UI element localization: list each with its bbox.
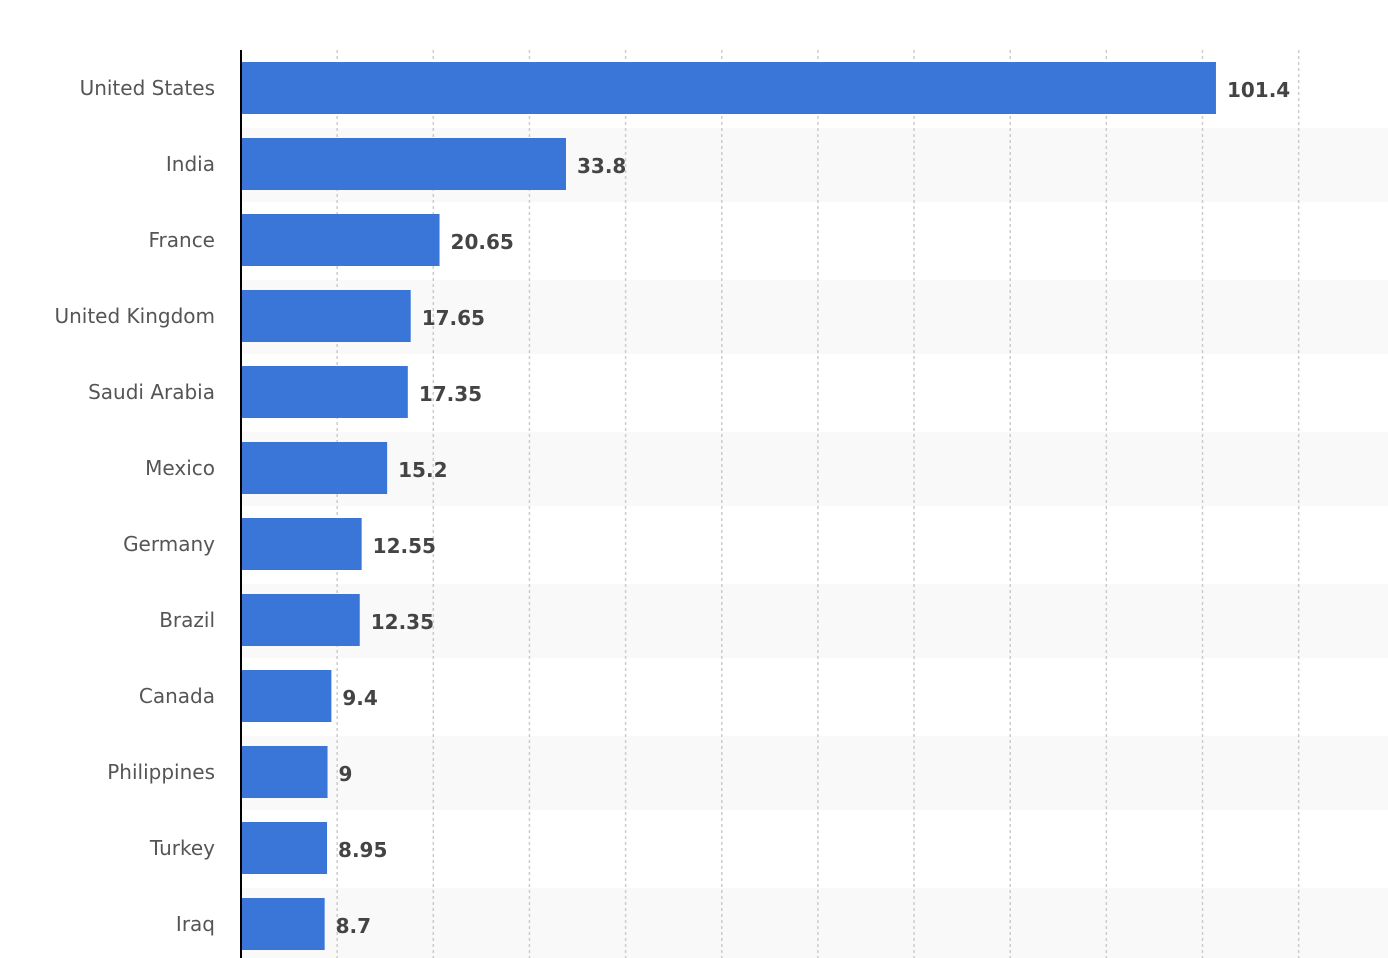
category-label: France bbox=[148, 228, 215, 252]
data-label: 33.8 bbox=[577, 154, 626, 178]
data-label: 12.35 bbox=[371, 610, 434, 634]
category-label: Mexico bbox=[145, 456, 215, 480]
row-band bbox=[241, 280, 1388, 354]
category-label: India bbox=[166, 152, 215, 176]
bar-france bbox=[241, 214, 440, 266]
data-label: 12.55 bbox=[373, 534, 436, 558]
category-label: Germany bbox=[123, 532, 215, 556]
row-band bbox=[241, 584, 1388, 658]
row-band bbox=[241, 888, 1388, 958]
data-label: 20.65 bbox=[451, 230, 514, 254]
bar-iraq bbox=[241, 898, 325, 950]
category-label: Saudi Arabia bbox=[88, 380, 215, 404]
category-label: Iraq bbox=[176, 912, 215, 936]
bar-saudi-arabia bbox=[241, 366, 408, 418]
category-label: Turkey bbox=[149, 836, 215, 860]
data-label: 101.4 bbox=[1227, 78, 1290, 102]
data-label: 17.35 bbox=[419, 382, 482, 406]
category-label: Brazil bbox=[159, 608, 215, 632]
category-label: Canada bbox=[139, 684, 215, 708]
row-band bbox=[241, 432, 1388, 506]
category-label: Philippines bbox=[107, 760, 215, 784]
data-label: 8.7 bbox=[336, 914, 371, 938]
bar-united-states bbox=[241, 62, 1216, 114]
category-label: United Kingdom bbox=[54, 304, 215, 328]
data-label: 17.65 bbox=[422, 306, 485, 330]
data-label: 9 bbox=[339, 762, 353, 786]
bar-india bbox=[241, 138, 566, 190]
data-label: 15.2 bbox=[398, 458, 447, 482]
category-label: United States bbox=[80, 76, 215, 100]
data-label: 9.4 bbox=[342, 686, 377, 710]
bar-canada bbox=[241, 670, 332, 722]
bar-brazil bbox=[241, 594, 360, 646]
bar-philippines bbox=[241, 746, 328, 798]
bar-turkey bbox=[241, 822, 328, 874]
data-label: 8.95 bbox=[338, 838, 387, 862]
bar-germany bbox=[241, 518, 362, 570]
bar-united-kingdom bbox=[241, 290, 411, 342]
bar-mexico bbox=[241, 442, 388, 494]
row-band bbox=[241, 736, 1388, 810]
